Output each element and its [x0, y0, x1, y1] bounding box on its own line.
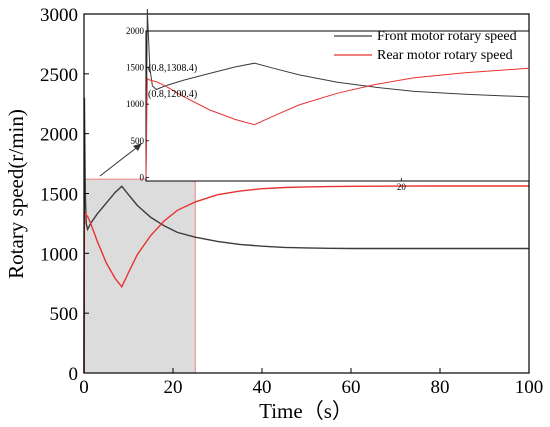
inset-y-tick-label: 2000 — [126, 26, 145, 36]
x-tick-label: 60 — [342, 377, 361, 398]
x-axis-title: Time（s） — [259, 399, 353, 423]
inset-x-tick-label: 20 — [397, 182, 407, 192]
inset-y-tick-label: 1000 — [126, 99, 145, 109]
y-tick-label: 2500 — [40, 65, 78, 86]
legend: Front motor rotary speed Rear motor rota… — [334, 29, 517, 63]
inset-series-line-1 — [145, 67, 530, 178]
x-tick-label: 20 — [164, 377, 183, 398]
x-tick-label: 100 — [515, 377, 544, 398]
annotation-front-point: (0.8,1200.4) — [148, 89, 197, 100]
y-tick-label: 1000 — [40, 244, 78, 265]
inset-background — [145, 30, 530, 182]
inset-series-line-0 — [145, 8, 530, 178]
y-tick-label: 500 — [50, 304, 79, 325]
zoom-arrowhead — [133, 143, 142, 151]
y-tick-label: 0 — [69, 364, 79, 385]
zoom-arrow — [99, 144, 141, 177]
y-tick-label: 3000 — [40, 5, 78, 26]
x-tick-label: 0 — [79, 377, 89, 398]
inset-plot: 0 500 1000 1500 2000 20 (0.8,1308.4) (0.8,120… — [126, 8, 530, 192]
y-axis-title: Rotary speed(r/min) — [4, 109, 28, 279]
annotation-rear-point: (0.8,1308.4) — [148, 63, 197, 74]
x-tick-label: 40 — [253, 377, 272, 398]
y-tick-label: 2000 — [40, 125, 78, 146]
legend-label-front: Front motor rotary speed — [377, 29, 517, 44]
x-tick-label: 80 — [431, 377, 450, 398]
legend-label-rear: Rear motor rotary speed — [377, 48, 513, 63]
inset-y-tick-label: 1500 — [126, 63, 145, 73]
series-line-1 — [83, 185, 529, 374]
series-line-0 — [83, 97, 529, 374]
inset-y-tick-label: 0 — [140, 172, 145, 182]
inset-y-tick-label: 500 — [131, 136, 145, 146]
y-tick-label: 1500 — [40, 185, 78, 206]
